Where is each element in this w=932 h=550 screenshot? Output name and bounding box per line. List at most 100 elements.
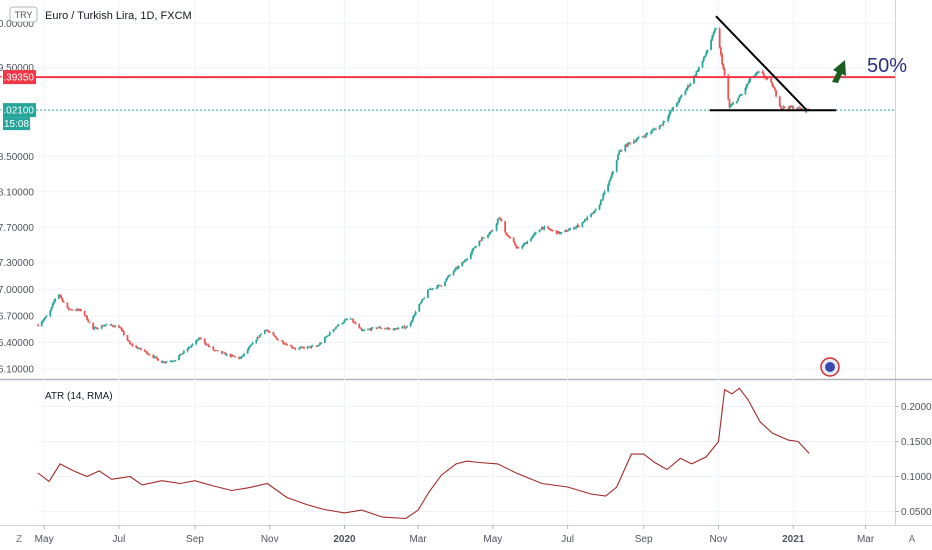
auto-scale-icon[interactable]: A [909,534,916,545]
time-tick-label: Nov [710,534,728,545]
candle-body [53,301,55,304]
countdown-tag [3,117,30,131]
candle-body [601,199,603,201]
candle-body [86,315,88,320]
candle-body [628,142,630,144]
candle-body [594,209,597,211]
candle-body [738,95,741,98]
candle-body [146,351,149,354]
candle-body [265,330,267,332]
candle-body [771,82,774,87]
candle-body [403,326,406,329]
candle-body [586,216,589,221]
candle-body [617,155,619,161]
price-candles [37,27,811,364]
candle-body [500,219,503,222]
candle-body [171,361,174,363]
price-axis[interactable]: 10.00000 9.50000 8.50000 8.10000 7.70000 7.30… [0,19,36,376]
candle-body [328,332,331,336]
candle-body [409,322,412,327]
candle-body [567,229,570,231]
price-tick-label: 6.70000 [0,311,34,322]
chart-title: Euro / Turkish Lira, 1D, FXCM [45,10,192,22]
candle-body [547,226,549,229]
candle-body [645,133,648,137]
currency-badge[interactable]: TRY [9,6,38,23]
candle-body [612,171,614,174]
candle-body [583,219,586,222]
candle-body [298,347,301,350]
candle-body [756,72,759,74]
candle-body [230,355,233,357]
candle-body [263,330,266,334]
candle-body [37,324,39,326]
candle-body [350,318,353,320]
candle-body [422,298,424,300]
candle-body [259,334,261,338]
candle-body [293,348,296,349]
candle-body [317,345,320,346]
candle-body [541,227,543,230]
candle-body [452,271,455,275]
candle-body [702,57,705,61]
candle-body [195,340,198,345]
candle-body [61,298,64,302]
candle-body [618,151,621,156]
candle-body [113,326,115,328]
candle-body [735,101,738,103]
candle-body [375,327,378,329]
candle-body [223,352,226,354]
candle-body [88,321,91,323]
drawings-layer: 50% [0,15,907,112]
candle-body [695,71,698,76]
candle-body [522,244,525,247]
candle-body [509,237,511,239]
candle-body [543,226,546,230]
candle-body [165,361,168,363]
candle-body [170,361,173,362]
candle-body [680,95,683,97]
candle-body [122,331,125,336]
candle-body [363,329,366,331]
candle-body [744,88,747,95]
candle-body [393,328,396,331]
timezone-icon[interactable]: Z [16,534,22,545]
candle-body [678,98,681,103]
candle-body [585,219,587,221]
candle-body [775,90,777,97]
candle-body [320,342,323,344]
candle-body [66,302,69,308]
candle-body [755,72,758,75]
candle-body [152,355,155,358]
time-tick-label: Nov [261,534,279,545]
candle-body [397,328,400,330]
candle-body [225,354,228,356]
candle-body [512,237,515,243]
earnings-event-icon[interactable] [820,357,840,377]
candle-body [213,350,216,352]
candle-body [376,327,379,329]
candle-body [781,108,784,109]
candle-body [162,361,164,363]
time-tick-label: Jul [113,534,126,545]
candle-body [380,328,383,329]
candle-body [706,49,709,53]
candle-body [214,350,217,352]
candle-body [272,332,275,336]
time-axis[interactable]: May Jul Sep Nov 2020 Mar May Jul Sep Nov 2021 Mar [35,525,875,545]
candle-body [40,321,43,326]
candle-body [675,103,678,108]
candle-body [800,107,803,110]
candle-body [217,350,220,352]
candle-body [87,319,90,322]
candle-body [592,212,595,214]
candle-body [369,329,372,331]
candle-body [289,345,292,347]
candle-body [174,359,177,362]
candle-body [222,352,225,354]
svg-text:Z: Z [16,534,22,545]
candle-body [353,322,356,323]
